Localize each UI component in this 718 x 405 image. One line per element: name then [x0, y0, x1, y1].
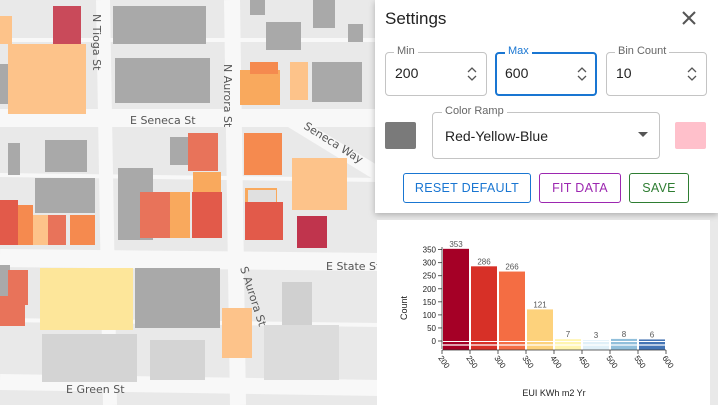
bar-value-label: 266 — [505, 263, 519, 272]
bin-count-label: Bin Count — [615, 45, 670, 57]
histogram-bar — [527, 309, 553, 341]
min-input[interactable] — [395, 65, 455, 81]
bin-count-field[interactable]: Bin Count — [606, 45, 707, 96]
bar-value-label: 7 — [566, 330, 571, 339]
min-stepper-icon[interactable] — [466, 66, 478, 82]
y-tick-label: 150 — [423, 298, 437, 307]
histogram-panel: 0 50 100 150 200 250 300 350 353 286 266 121 7 3 8 6 200… — [377, 220, 710, 405]
y-tick-label: 300 — [423, 259, 437, 268]
bar-value-label: 3 — [594, 331, 599, 340]
color-scale-segment — [639, 342, 665, 350]
color-scale-segment — [499, 342, 525, 350]
x-axis-title: EUI KWh m2 Yr — [522, 388, 585, 398]
min-field[interactable]: Min — [385, 45, 487, 96]
bar-value-label: 8 — [622, 330, 627, 339]
y-tick-label: 100 — [423, 311, 437, 320]
histogram-bar — [499, 271, 525, 341]
color-ramp-label: Color Ramp — [442, 105, 507, 117]
color-scale-segment — [527, 342, 553, 350]
bin-count-stepper-icon[interactable] — [686, 66, 698, 82]
y-tick-label: 0 — [432, 337, 437, 346]
bar-value-label: 286 — [477, 257, 491, 266]
bar-value-label: 6 — [650, 330, 655, 339]
bin-count-input[interactable] — [616, 65, 676, 81]
street-label-state: E State St — [326, 260, 381, 273]
reset-default-button[interactable]: RESET DEFAULT — [403, 173, 531, 203]
histogram-chart: 0 50 100 150 200 250 300 350 353 286 266 121 7 3 8 6 200… — [399, 240, 676, 398]
max-input[interactable] — [505, 65, 565, 81]
x-tick-label: 250 — [464, 354, 479, 371]
color-scale-segment — [583, 342, 609, 350]
street-label-tioga: N Tioga St — [90, 14, 103, 71]
x-tick-label: 350 — [520, 354, 535, 371]
y-tick-label: 200 — [423, 285, 437, 294]
start-color-swatch[interactable] — [385, 122, 416, 149]
max-stepper-icon[interactable] — [576, 66, 588, 82]
histogram-bar — [471, 266, 497, 341]
y-axis-title: Count — [399, 296, 409, 321]
histogram-bar — [611, 338, 637, 341]
bar-value-label: 353 — [449, 240, 463, 249]
street-label-seneca: E Seneca St — [130, 114, 196, 127]
x-tick-label: 600 — [660, 354, 675, 371]
color-ramp-select[interactable]: Color Ramp Red-Yellow-Blue — [432, 105, 660, 159]
close-icon[interactable] — [678, 7, 700, 29]
color-scale-segment — [555, 342, 581, 350]
end-color-swatch[interactable] — [675, 122, 706, 149]
fit-data-button[interactable]: FIT DATA — [539, 173, 621, 203]
bar-value-label: 121 — [533, 300, 547, 309]
y-tick-label: 350 — [423, 246, 437, 255]
gray-buildings — [0, 0, 363, 382]
max-label: Max — [505, 45, 532, 57]
color-scale-segment — [443, 342, 469, 350]
histogram-bar — [555, 339, 581, 341]
color-scale-segment — [611, 342, 637, 350]
x-tick-label: 550 — [632, 354, 647, 371]
save-button[interactable]: SAVE — [629, 173, 689, 203]
x-tick-label: 500 — [604, 354, 619, 371]
max-field[interactable]: Max — [495, 45, 597, 96]
color-ramp-value: Red-Yellow-Blue — [445, 128, 548, 144]
y-tick-label: 250 — [423, 272, 437, 281]
histogram-bar — [583, 340, 609, 341]
colored-buildings — [0, 6, 347, 358]
street-label-green: E Green St — [66, 383, 125, 396]
x-tick-label: 200 — [436, 354, 451, 371]
x-tick-label: 400 — [548, 354, 563, 371]
settings-title: Settings — [385, 9, 447, 28]
histogram-bar — [639, 339, 665, 341]
histogram-bar — [443, 248, 469, 341]
y-tick-label: 50 — [427, 324, 436, 333]
dropdown-arrow-icon[interactable] — [638, 132, 648, 137]
x-tick-label: 450 — [576, 354, 591, 371]
x-tick-label: 300 — [492, 354, 507, 371]
color-scale-segment — [471, 342, 497, 350]
street-label-aurora-n: N Aurora St — [221, 64, 234, 128]
min-label: Min — [394, 45, 418, 57]
